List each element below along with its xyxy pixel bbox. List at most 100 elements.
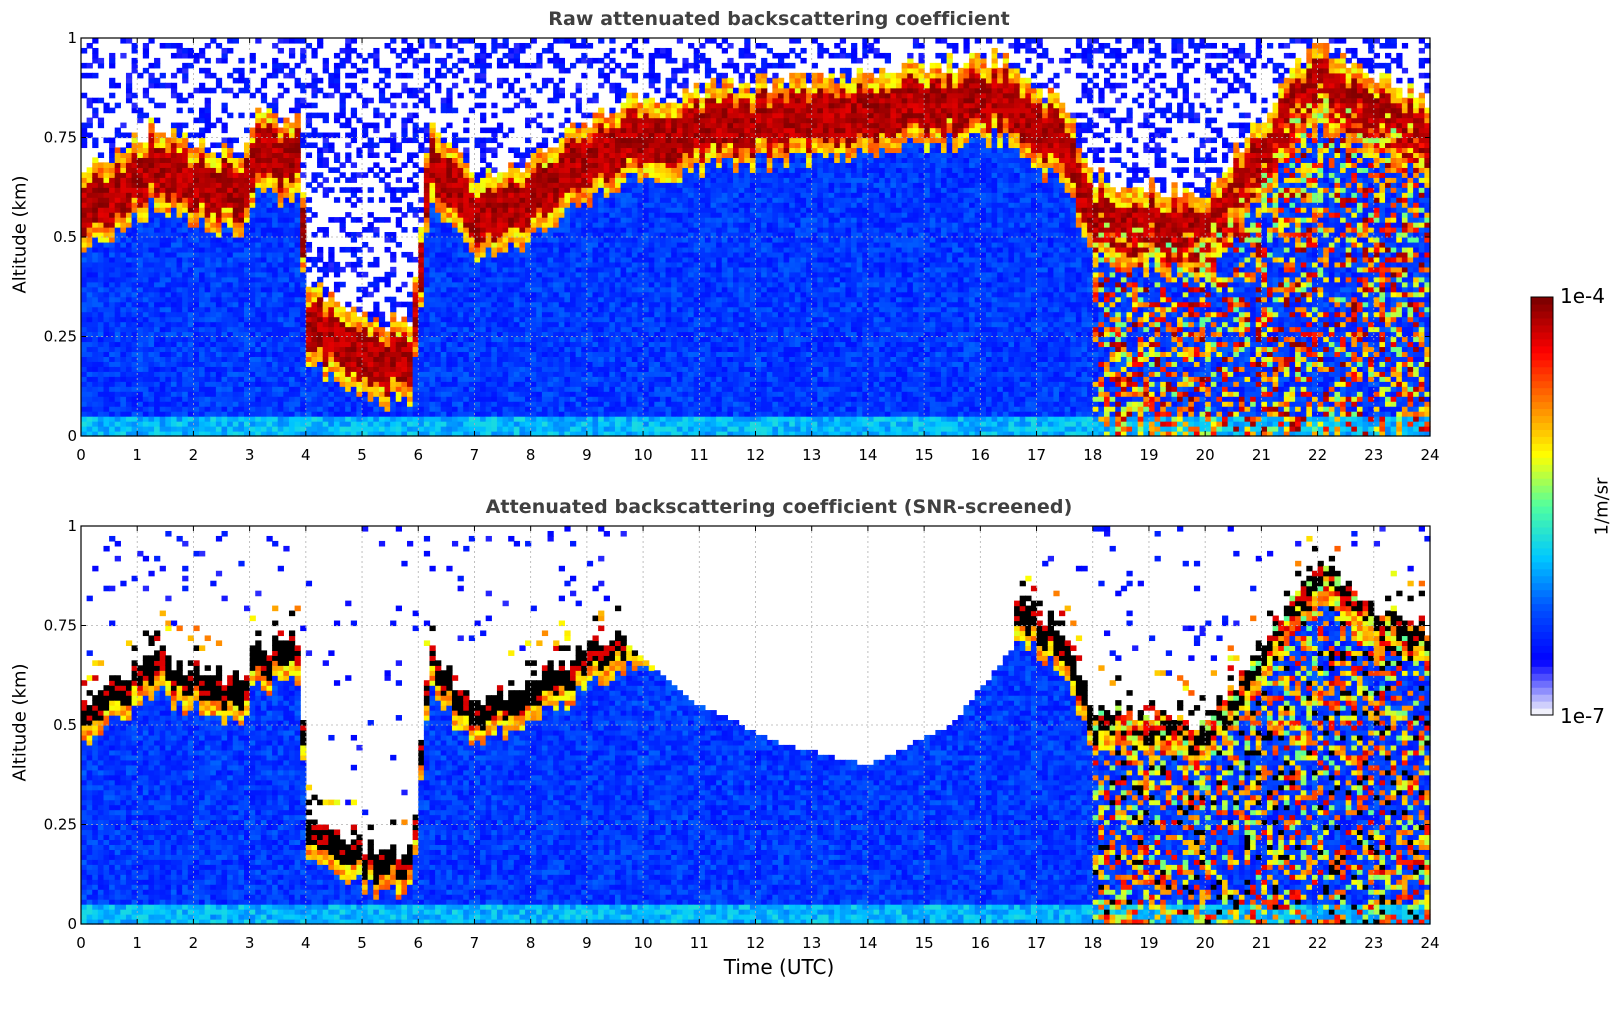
- colorbar-step: [1531, 352, 1553, 361]
- x-tick-label: 12: [746, 446, 765, 464]
- y-tick-label: 0: [67, 427, 77, 445]
- colorbar-step: [1531, 680, 1553, 688]
- x-tick-label: 7: [470, 934, 480, 952]
- heatmap-field: [81, 526, 1431, 925]
- x-tick-label: 16: [971, 446, 990, 464]
- x-tick-label: 13: [802, 446, 821, 464]
- colorbar-step: [1531, 589, 1553, 598]
- panel-1-title: Raw attenuated backscattering coefficien…: [80, 8, 1478, 30]
- colorbar-step: [1531, 331, 1553, 340]
- x-tick-label: 21: [1252, 934, 1271, 952]
- colorbar-step: [1531, 638, 1553, 646]
- x-tick-label: 10: [634, 934, 653, 952]
- colorbar-step: [1531, 547, 1553, 556]
- colorbar-step: [1531, 554, 1553, 563]
- colorbar: [1530, 296, 1554, 716]
- colorbar-min-label: 1e-7: [1560, 704, 1605, 728]
- colorbar-step: [1531, 512, 1553, 521]
- colorbar-step: [1531, 387, 1553, 396]
- colorbar-step: [1531, 694, 1553, 702]
- colorbar-step: [1531, 457, 1553, 465]
- colorbar-step: [1531, 485, 1553, 493]
- colorbar-step: [1531, 533, 1553, 542]
- panel-2-title: Attenuated backscattering coefficient (S…: [80, 496, 1478, 518]
- colorbar-step: [1531, 464, 1553, 472]
- x-tick-label: 0: [76, 934, 86, 952]
- colorbar-step: [1531, 596, 1553, 605]
- x-tick-label: 17: [1027, 934, 1046, 952]
- colorbar-step: [1531, 575, 1553, 584]
- colorbar-step: [1531, 659, 1553, 667]
- x-tick-label: 14: [858, 446, 877, 464]
- x-tick-label: 18: [1083, 934, 1102, 952]
- colorbar-step: [1531, 603, 1553, 612]
- colorbar-step: [1531, 568, 1553, 577]
- y-tick-label: 0.75: [44, 617, 77, 635]
- x-tick-label: 15: [915, 446, 934, 464]
- colorbar-step: [1531, 401, 1553, 410]
- colorbar-unit-label: 1/m/sr: [1592, 447, 1613, 567]
- x-tick-label: 20: [1196, 934, 1215, 952]
- x-tick-label: 19: [1139, 934, 1158, 952]
- x-tick-label: 10: [634, 446, 653, 464]
- x-tick-label: 4: [301, 446, 311, 464]
- colorbar-step: [1531, 317, 1553, 326]
- panel-2-ylabel: Altitude (km): [10, 603, 31, 843]
- colorbar-step: [1531, 519, 1553, 528]
- x-tick-label: 8: [526, 934, 536, 952]
- colorbar-step: [1531, 499, 1553, 507]
- colorbar-step: [1531, 429, 1553, 437]
- colorbar-step: [1531, 366, 1553, 375]
- x-tick-label: 8: [526, 446, 536, 464]
- colorbar-step: [1531, 624, 1553, 632]
- colorbar-step: [1531, 561, 1553, 570]
- colorbar-step: [1531, 526, 1553, 535]
- colorbar-step: [1531, 415, 1553, 423]
- x-tick-label: 14: [858, 934, 877, 952]
- x-tick-label: 3: [245, 934, 255, 952]
- x-tick-label: 7: [470, 446, 480, 464]
- colorbar-step: [1531, 303, 1553, 312]
- panel-1-heatmap: 0 1 2 3 4 5 6 7 8 9 10 11 12 13 14 15 16 17 18 19 20 21 22 23 24…: [44, 30, 1440, 464]
- x-tick-label: 5: [357, 934, 367, 952]
- y-tick-label: 0.25: [44, 816, 77, 834]
- x-tick-label: 6: [413, 446, 423, 464]
- colorbar-step: [1531, 324, 1553, 333]
- colorbar-step: [1531, 422, 1553, 430]
- colorbar-step: [1531, 708, 1553, 716]
- colorbar-step: [1531, 652, 1553, 660]
- colorbar-step: [1531, 450, 1553, 458]
- colorbar-step: [1531, 408, 1553, 417]
- x-tick-label: 24: [1420, 446, 1439, 464]
- x-tick-label: 24: [1420, 934, 1439, 952]
- y-tick-label: 0: [67, 915, 77, 933]
- colorbar-step: [1531, 687, 1553, 695]
- colorbar-step: [1531, 506, 1553, 514]
- colorbar-step: [1531, 673, 1553, 681]
- x-tick-label: 15: [915, 934, 934, 952]
- x-tick-label: 18: [1083, 446, 1102, 464]
- x-tick-label: 23: [1364, 446, 1383, 464]
- colorbar-step: [1531, 631, 1553, 639]
- y-tick-label: 0.5: [53, 716, 77, 734]
- panel-1-ylabel: Altitude (km): [10, 115, 31, 355]
- colorbar-step: [1531, 394, 1553, 403]
- x-tick-label: 12: [746, 934, 765, 952]
- x-tick-label: 20: [1196, 446, 1215, 464]
- x-tick-label: 4: [301, 934, 311, 952]
- x-tick-label: 2: [189, 446, 199, 464]
- x-axis-label: Time (UTC): [80, 955, 1478, 979]
- colorbar-step: [1531, 380, 1553, 389]
- x-tick-label: 19: [1139, 446, 1158, 464]
- y-tick-label: 1: [67, 518, 77, 535]
- x-tick-label: 23: [1364, 934, 1383, 952]
- colorbar-step: [1531, 359, 1553, 368]
- x-tick-label: 11: [690, 934, 709, 952]
- y-tick-label: 0.25: [44, 328, 77, 346]
- colorbar-step: [1531, 666, 1553, 674]
- colorbar-step: [1531, 540, 1553, 549]
- x-tick-label: 21: [1252, 446, 1271, 464]
- x-tick-label: 0: [76, 446, 86, 464]
- x-tick-label: 2: [189, 934, 199, 952]
